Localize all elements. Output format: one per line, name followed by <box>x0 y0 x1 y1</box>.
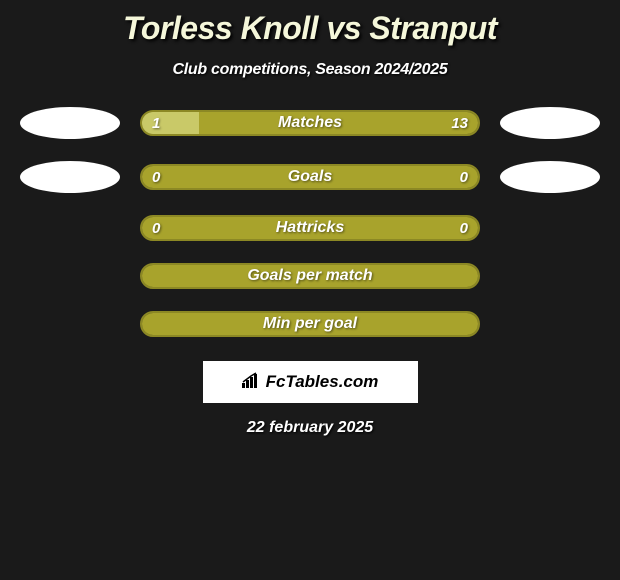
brand-box[interactable]: FcTables.com <box>203 361 418 403</box>
date-text: 22 february 2025 <box>247 419 373 437</box>
stat-label: Hattricks <box>142 217 478 239</box>
stat-label: Goals per match <box>142 265 478 287</box>
stat-label: Matches <box>142 112 478 134</box>
stat-row: 0Hattricks0 <box>0 215 620 241</box>
stat-value-right: 0 <box>460 217 468 239</box>
player-marker-left <box>20 161 120 193</box>
stat-row: 1Matches13 <box>0 107 620 139</box>
brand-text: FcTables.com <box>266 372 379 392</box>
comparison-widget: Torless Knoll vs Stranput Club competiti… <box>0 0 620 437</box>
stat-row: Min per goal <box>0 311 620 337</box>
stat-label: Goals <box>142 166 478 188</box>
page-title: Torless Knoll vs Stranput <box>123 10 497 47</box>
stat-value-right: 0 <box>460 166 468 188</box>
player-marker-left <box>20 107 120 139</box>
stat-bar: Min per goal <box>140 311 480 337</box>
brand-label: FcTables.com <box>242 372 379 393</box>
stat-row: Goals per match <box>0 263 620 289</box>
stat-bar: Goals per match <box>140 263 480 289</box>
stat-label: Min per goal <box>142 313 478 335</box>
player-marker-right <box>500 161 600 193</box>
stat-bar: 1Matches13 <box>140 110 480 136</box>
stats-section: 1Matches130Goals00Hattricks0Goals per ma… <box>0 107 620 359</box>
chart-icon <box>242 372 262 393</box>
player-marker-right <box>500 107 600 139</box>
page-subtitle: Club competitions, Season 2024/2025 <box>173 61 448 79</box>
stat-bar: 0Hattricks0 <box>140 215 480 241</box>
stat-bar: 0Goals0 <box>140 164 480 190</box>
stat-row: 0Goals0 <box>0 161 620 193</box>
stat-value-right: 13 <box>451 112 468 134</box>
